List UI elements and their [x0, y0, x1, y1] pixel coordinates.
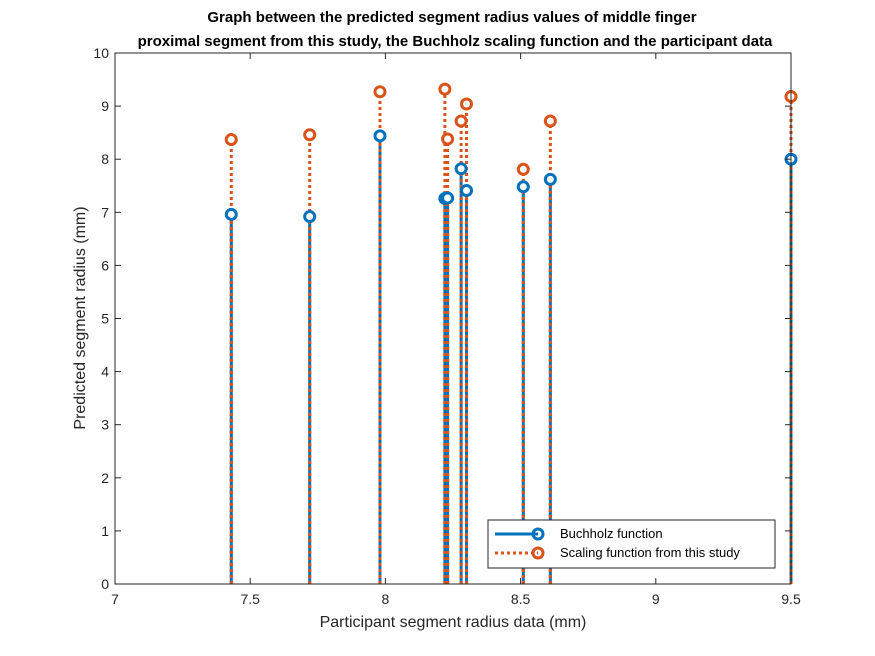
x-tick-label: 9.5: [781, 591, 801, 607]
marker-scaling: [441, 132, 455, 146]
marker-scaling: [303, 128, 317, 142]
chart-title-line-1: Graph between the predicted segment radi…: [207, 9, 696, 26]
chart-title-line-2: proximal segment from this study, the Bu…: [138, 33, 773, 50]
marker-scaling: [373, 85, 387, 99]
legend-label-scaling: Scaling function from this study: [560, 545, 740, 560]
marker-scaling: [516, 162, 530, 176]
x-tick-label: 8: [382, 591, 390, 607]
marker-scaling: [438, 82, 452, 96]
marker-scaling: [454, 114, 468, 128]
marker-scaling: [224, 133, 238, 147]
legend-label-buchholz: Buchholz function: [560, 526, 663, 541]
marker-buchholz: [373, 129, 387, 143]
stems-layer: [224, 82, 798, 584]
marker-buchholz: [460, 184, 474, 198]
y-tick-label: 0: [101, 576, 109, 592]
x-tick-label: 7.5: [240, 591, 260, 607]
x-tick-label: 7: [111, 591, 119, 607]
y-tick-label: 10: [93, 45, 109, 61]
y-tick-label: 8: [101, 151, 109, 167]
y-tick-label: 5: [101, 311, 109, 327]
y-tick-label: 2: [101, 470, 109, 486]
marker-buchholz: [454, 162, 468, 176]
plot-area: [115, 53, 791, 584]
ticks-layer: 7 7.5 8 8.5 9 9.5 0 1 2 3 4 5 6 7 8 9 10: [93, 45, 801, 607]
y-tick-label: 7: [101, 204, 109, 220]
marker-scaling: [543, 114, 557, 128]
marker-scaling: [460, 97, 474, 111]
legend: Buchholz function Scaling function from …: [487, 519, 776, 569]
x-tick-label: 9: [652, 591, 660, 607]
y-tick-label: 1: [101, 523, 109, 539]
marker-buchholz: [441, 191, 455, 205]
x-tick-label: 8.5: [511, 591, 531, 607]
y-tick-label: 6: [101, 257, 109, 273]
y-tick-label: 3: [101, 417, 109, 433]
y-tick-label: 4: [101, 364, 109, 380]
y-tick-label: 9: [101, 98, 109, 114]
marker-buchholz: [543, 172, 557, 186]
marker-buchholz: [303, 210, 317, 224]
legend-marker-buchholz: [531, 527, 545, 541]
y-axis-label: Predicted segment radius (mm): [72, 206, 89, 429]
marker-buchholz: [516, 180, 530, 194]
marker-buchholz: [224, 207, 238, 221]
x-axis-label: Participant segment radius data (mm): [320, 614, 587, 631]
legend-marker-scaling: [531, 546, 545, 560]
